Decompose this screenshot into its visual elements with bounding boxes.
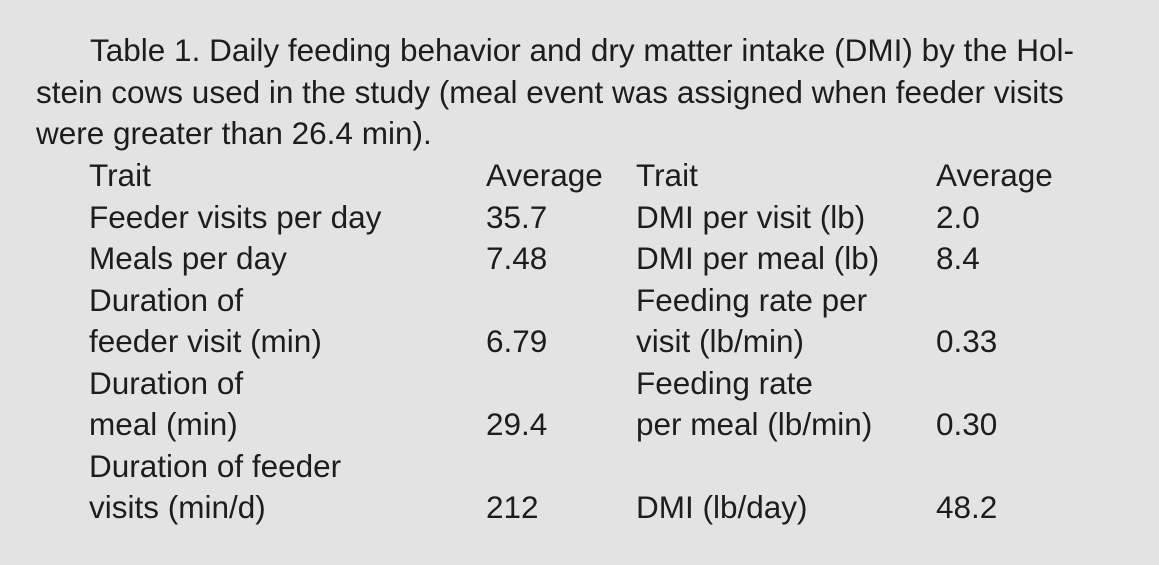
row1-trait-right: DMI per visit (lb) <box>636 198 866 235</box>
row5-average-right: 48.2 <box>936 489 998 525</box>
header-average-left: Average <box>486 157 603 193</box>
header-trait-right: Trait <box>636 157 698 193</box>
row4-trait-right-line1: Feeding rate <box>636 364 813 401</box>
row4-trait-left-line2: meal (min) <box>89 406 238 442</box>
row4-trait-right-line2: per meal (lb/min) <box>636 406 873 442</box>
row1-average-left: 35.7 <box>486 198 548 235</box>
row4-average-right: 0.30 <box>936 406 998 442</box>
row1-trait-left: Feeder visits per day <box>89 198 382 235</box>
header-average-right: Average <box>936 157 1053 193</box>
row3-trait-right-line2: visit (lb/min) <box>636 323 805 359</box>
row5-trait-left-line1: Duration of feeder <box>89 447 342 484</box>
row2-trait-right: DMI per meal (lb) <box>636 240 880 276</box>
row5-trait-left-line2: visits (min/d) <box>89 489 266 525</box>
caption-line-3: were greater than 26.4 min). <box>36 115 432 151</box>
table-caption: Table 1. Daily feeding behavior and dry … <box>36 30 1136 155</box>
row4-average-left: 29.4 <box>486 406 548 442</box>
row1-average-right: 2.0 <box>936 198 980 235</box>
row3-trait-left-line2: feeder visit (min) <box>89 323 322 359</box>
row3-trait-left-line1: Duration of <box>89 281 244 318</box>
caption-line-1: Table 1. Daily feeding behavior and dry … <box>90 32 1074 68</box>
header-trait-left: Trait <box>89 157 151 193</box>
row3-average-left: 6.79 <box>486 323 548 359</box>
row2-trait-left: Meals per day <box>89 240 287 276</box>
row3-average-right: 0.33 <box>936 323 998 359</box>
caption-line-2: stein cows used in the study (meal event… <box>36 73 1064 110</box>
row2-average-left: 7.48 <box>486 240 548 276</box>
row4-trait-left-line1: Duration of <box>89 364 244 401</box>
row3-trait-right-line1: Feeding rate per <box>636 281 868 318</box>
row5-average-left: 212 <box>486 489 539 525</box>
row2-average-right: 8.4 <box>936 240 980 276</box>
row5-trait-right: DMI (lb/day) <box>636 489 808 525</box>
